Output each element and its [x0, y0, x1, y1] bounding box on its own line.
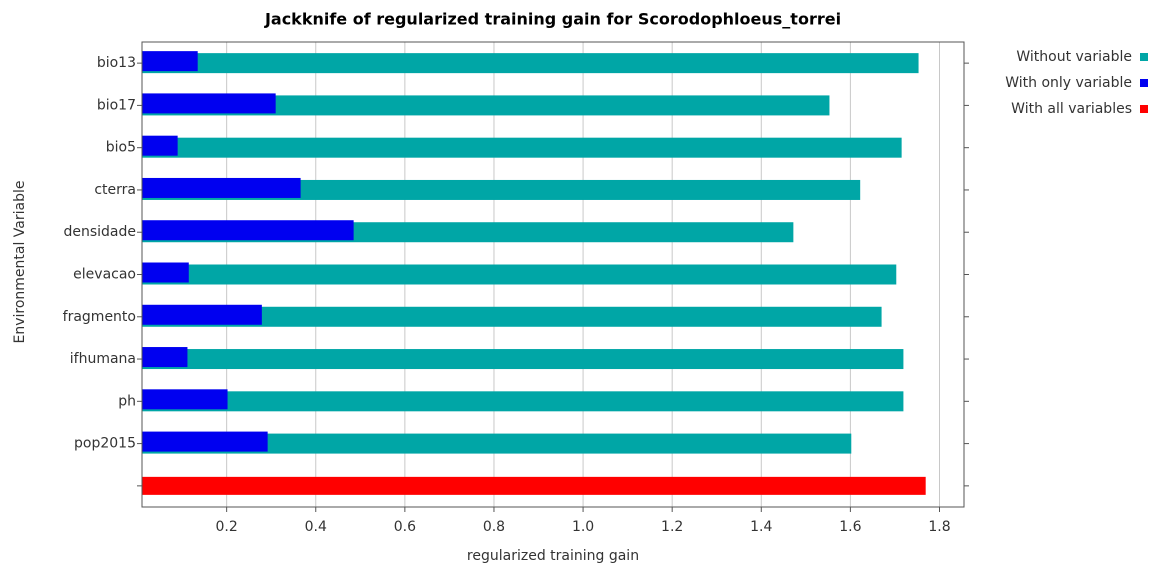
bar: [142, 391, 904, 412]
bar: [142, 51, 198, 72]
x-tick-label: 1.8: [928, 519, 950, 535]
bar: [142, 179, 861, 200]
y-tick-label: ifhumana: [70, 351, 136, 367]
legend-label: With all variables: [1011, 101, 1132, 117]
legend-label: With only variable: [1005, 75, 1132, 91]
bar: [142, 95, 830, 116]
bar: [142, 433, 852, 454]
legend-label: Without variable: [1016, 49, 1132, 65]
bar: [142, 93, 276, 114]
x-axis-label: regularized training gain: [467, 548, 639, 564]
x-tick-label: 1.2: [661, 519, 683, 535]
bar: [142, 347, 188, 368]
bar: [142, 389, 228, 410]
x-tick-label: 1.4: [750, 519, 772, 535]
x-tick-label: 0.8: [483, 519, 505, 535]
y-tick-label: ph: [118, 393, 136, 409]
x-tick-label: 1.6: [839, 519, 861, 535]
y-tick-label: bio5: [106, 140, 136, 156]
bar: [142, 53, 919, 74]
x-tick-label: 0.6: [394, 519, 416, 535]
plot-frame: [141, 41, 965, 508]
bar: [142, 306, 882, 327]
legend-swatch: [1140, 105, 1148, 113]
bar: [142, 262, 189, 283]
y-tick-label: bio13: [97, 55, 136, 71]
y-tick-label: cterra: [94, 182, 136, 198]
bar: [142, 220, 354, 241]
y-tick-label: fragmento: [63, 309, 136, 325]
bar: [142, 304, 262, 325]
bar: [142, 431, 268, 452]
legend-swatch: [1140, 79, 1148, 87]
bar: [142, 135, 178, 156]
legend-swatch: [1140, 53, 1148, 61]
x-tick-label: 0.2: [216, 519, 238, 535]
bar: [142, 177, 301, 198]
chart-title: Jackknife of regularized training gain f…: [264, 10, 841, 29]
y-tick-label: bio17: [97, 97, 136, 113]
y-tick-label: pop2015: [74, 436, 136, 452]
y-tick-label: densidade: [63, 224, 136, 240]
y-axis-label: Environmental Variable: [12, 181, 28, 344]
x-tick-label: 1.0: [572, 519, 594, 535]
bar: [142, 349, 904, 370]
bar: [142, 137, 902, 158]
x-tick-label: 0.4: [305, 519, 327, 535]
bar: [142, 476, 926, 495]
bar: [142, 264, 897, 285]
y-tick-label: elevacao: [73, 267, 136, 283]
